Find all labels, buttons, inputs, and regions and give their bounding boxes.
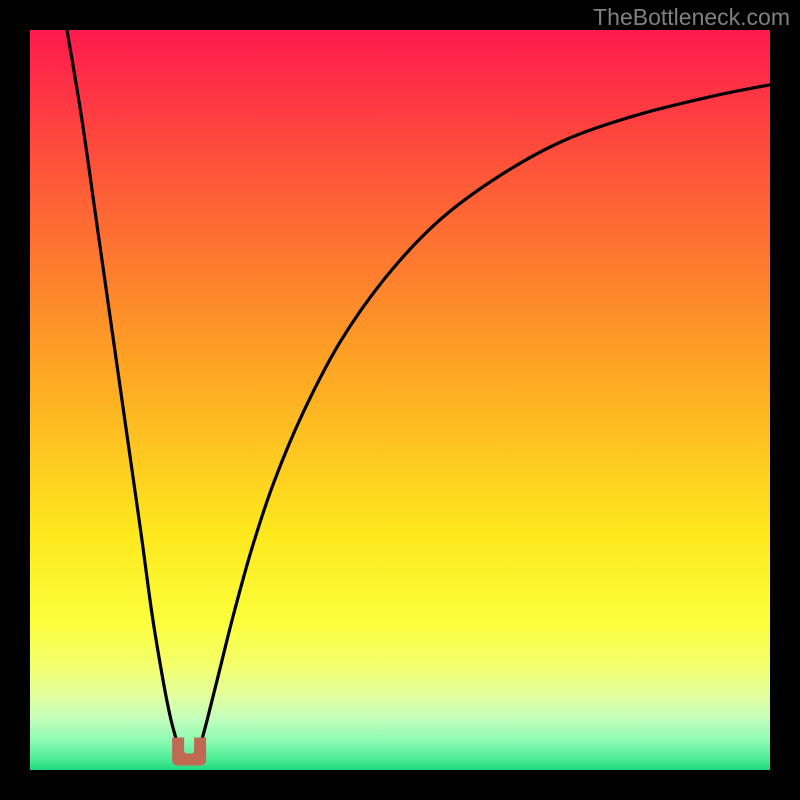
watermark-text: TheBottleneck.com — [593, 4, 790, 31]
plot-gradient-bg — [30, 30, 770, 770]
chart-container: TheBottleneck.com — [0, 0, 800, 800]
chart-svg — [0, 0, 800, 800]
